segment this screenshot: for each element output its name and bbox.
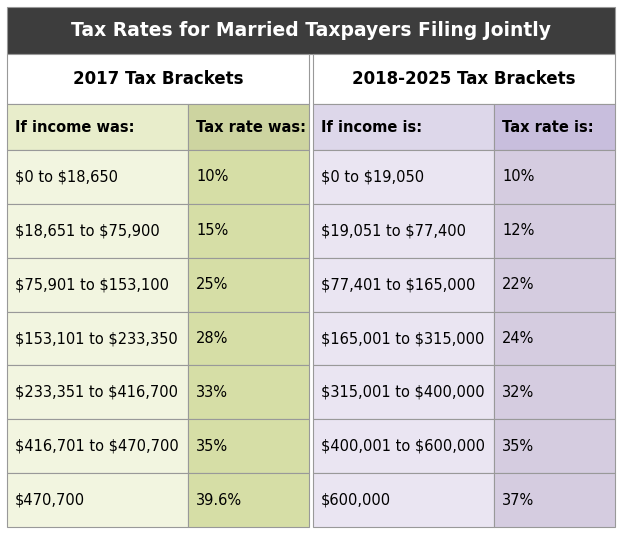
Text: 25%: 25% [196,277,228,292]
Bar [313,104,494,150]
Bar [494,419,615,473]
Text: $400,001 to $600,000: $400,001 to $600,000 [321,439,485,454]
Bar [7,419,188,473]
Text: Tax Rates for Married Taxpayers Filing Jointly: Tax Rates for Married Taxpayers Filing J… [71,21,551,40]
Bar [188,365,309,419]
Text: $0 to $19,050: $0 to $19,050 [321,169,424,184]
Text: 24%: 24% [502,331,534,346]
Text: $165,001 to $315,000: $165,001 to $315,000 [321,331,485,346]
Bar [313,204,494,258]
Bar [494,104,615,150]
Text: $315,001 to $400,000: $315,001 to $400,000 [321,385,485,400]
Bar [7,473,188,527]
Text: $19,051 to $77,400: $19,051 to $77,400 [321,223,466,238]
Bar [313,473,494,527]
Text: $0 to $18,650: $0 to $18,650 [15,169,118,184]
Text: 2018-2025 Tax Brackets: 2018-2025 Tax Brackets [352,70,576,88]
Bar [494,150,615,204]
Bar [494,365,615,419]
Text: 39.6%: 39.6% [196,492,243,508]
Text: $77,401 to $165,000: $77,401 to $165,000 [321,277,475,292]
Text: If income is:: If income is: [321,120,422,135]
Bar [494,204,615,258]
Bar [188,419,309,473]
Text: Tax rate is:: Tax rate is: [502,120,594,135]
Bar [313,54,615,104]
Bar [7,7,615,54]
Text: $75,901 to $153,100: $75,901 to $153,100 [15,277,169,292]
Bar [494,258,615,311]
Text: 10%: 10% [196,169,228,184]
Bar [313,365,494,419]
Bar [494,311,615,365]
Text: 35%: 35% [502,439,534,454]
Text: $18,651 to $75,900: $18,651 to $75,900 [15,223,160,238]
Text: $416,701 to $470,700: $416,701 to $470,700 [15,439,179,454]
Bar [7,204,188,258]
Bar [7,54,309,104]
Text: 33%: 33% [196,385,228,400]
Text: 22%: 22% [502,277,535,292]
Text: $153,101 to $233,350: $153,101 to $233,350 [15,331,178,346]
Bar [188,204,309,258]
Bar [313,311,494,365]
Bar [188,104,309,150]
Text: 12%: 12% [502,223,534,238]
Bar [188,258,309,311]
Text: $600,000: $600,000 [321,492,391,508]
Bar [7,150,188,204]
Bar [7,258,188,311]
Bar [7,365,188,419]
Text: 35%: 35% [196,439,228,454]
Text: $470,700: $470,700 [15,492,85,508]
Text: 28%: 28% [196,331,228,346]
Bar [188,150,309,204]
Text: 37%: 37% [502,492,534,508]
Text: 15%: 15% [196,223,228,238]
Bar [494,473,615,527]
Bar [188,311,309,365]
Bar [188,473,309,527]
Bar [313,150,494,204]
Text: 10%: 10% [502,169,534,184]
Text: If income was:: If income was: [15,120,134,135]
Bar [313,258,494,311]
Text: 32%: 32% [502,385,534,400]
Text: $233,351 to $416,700: $233,351 to $416,700 [15,385,178,400]
Text: 2017 Tax Brackets: 2017 Tax Brackets [73,70,243,88]
Bar [7,104,188,150]
Bar [313,419,494,473]
Bar [7,311,188,365]
Text: Tax rate was:: Tax rate was: [196,120,306,135]
